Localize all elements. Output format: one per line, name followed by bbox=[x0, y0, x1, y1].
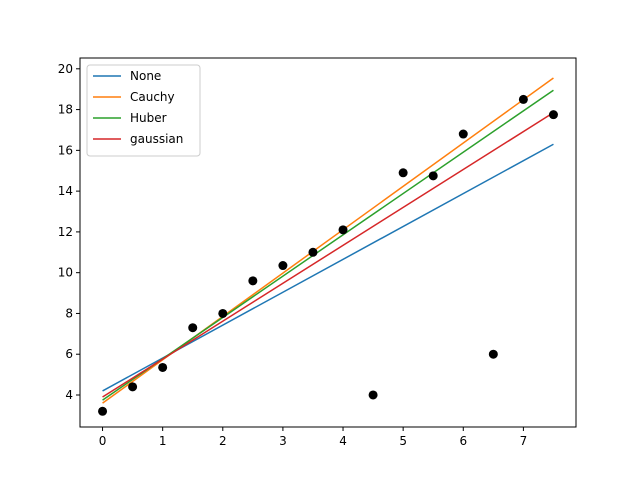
y-tick-label: 6 bbox=[65, 347, 73, 361]
legend-box bbox=[86, 64, 201, 157]
data-point bbox=[458, 129, 468, 139]
data-point bbox=[338, 225, 348, 235]
y-tick-label: 14 bbox=[58, 184, 73, 198]
plot-area bbox=[98, 77, 558, 416]
legend-label-huber: Huber bbox=[130, 111, 167, 125]
data-point bbox=[428, 171, 438, 181]
x-tick-label: 6 bbox=[459, 434, 467, 448]
data-point bbox=[188, 323, 198, 333]
data-point bbox=[368, 390, 378, 400]
y-tick-label: 16 bbox=[58, 143, 73, 157]
legend-label-gaussian: gaussian bbox=[130, 132, 183, 146]
data-point bbox=[308, 247, 318, 257]
x-tick-label: 3 bbox=[279, 434, 287, 448]
x-axis: 0 1 2 3 4 5 6 7 bbox=[99, 427, 527, 448]
y-tick-label: 8 bbox=[65, 306, 73, 320]
legend-label-cauchy: Cauchy bbox=[130, 90, 175, 104]
y-tick-label: 4 bbox=[65, 388, 73, 402]
series-line-gaussian bbox=[102, 112, 554, 398]
data-point bbox=[278, 261, 288, 271]
y-tick-label: 18 bbox=[58, 103, 73, 117]
y-axis: 4 6 8 10 12 14 16 18 20 bbox=[58, 62, 80, 402]
x-tick-label: 0 bbox=[99, 434, 107, 448]
series-line-huber bbox=[102, 89, 554, 401]
data-point bbox=[488, 349, 498, 359]
data-point bbox=[98, 406, 108, 416]
data-point bbox=[518, 94, 528, 104]
x-tick-label: 5 bbox=[399, 434, 407, 448]
y-tick-label: 12 bbox=[58, 225, 73, 239]
x-tick-label: 1 bbox=[159, 434, 167, 448]
y-tick-label: 20 bbox=[58, 62, 73, 76]
data-point bbox=[218, 308, 228, 318]
data-point bbox=[158, 362, 168, 372]
legend-label-none: None bbox=[130, 69, 161, 83]
legend: None Cauchy Huber gaussian bbox=[86, 64, 201, 157]
x-tick-label: 4 bbox=[339, 434, 347, 448]
data-point bbox=[128, 382, 138, 392]
x-tick-label: 7 bbox=[520, 434, 528, 448]
data-point bbox=[398, 168, 408, 178]
x-tick-label: 2 bbox=[219, 434, 227, 448]
y-tick-label: 10 bbox=[58, 266, 73, 280]
data-point bbox=[248, 276, 258, 286]
axes-frame bbox=[79, 57, 577, 428]
data-point bbox=[548, 110, 558, 120]
